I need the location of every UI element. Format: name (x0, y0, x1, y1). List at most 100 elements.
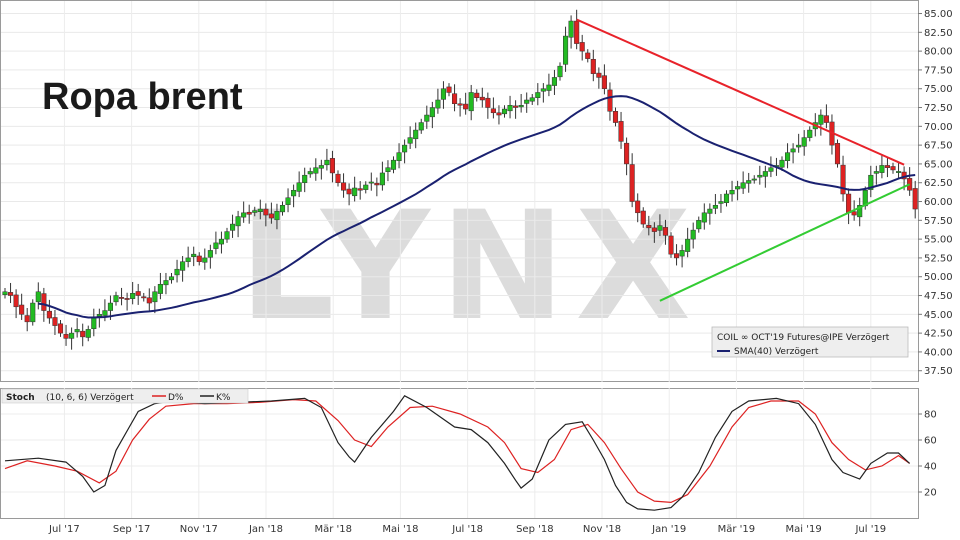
candle-up (285, 197, 291, 205)
x-tick-label: Jul '18 (451, 524, 483, 535)
candle-up (679, 250, 685, 257)
candle-down (135, 291, 141, 296)
candle-up (690, 229, 696, 240)
candle-down (119, 297, 125, 299)
candle-up (718, 201, 724, 204)
candle-down (646, 225, 652, 229)
price-panel-frame (0, 0, 919, 382)
candle-down (263, 208, 269, 216)
candle-up (35, 291, 41, 303)
x-tick-label: Nov '17 (180, 524, 218, 535)
candle-down (662, 227, 669, 236)
candle-up (563, 35, 569, 65)
candle-up (107, 302, 114, 311)
candle-down (374, 182, 380, 186)
candle-up (424, 114, 430, 122)
candle-up (540, 88, 546, 92)
candle-down (629, 164, 635, 202)
candle-down (463, 103, 469, 110)
candle-down (268, 213, 274, 219)
candle-up (157, 283, 163, 294)
candle-up (163, 280, 169, 286)
candle-down (668, 235, 674, 255)
candle-up (418, 122, 424, 131)
candle-up (518, 105, 524, 108)
candle-up (85, 329, 91, 338)
candle-down (513, 105, 519, 108)
candle-up (413, 129, 419, 140)
candle-up (529, 97, 535, 102)
candle-down (607, 89, 613, 112)
candle-down (246, 211, 252, 215)
candle-up (735, 186, 741, 190)
candle-down (474, 92, 480, 98)
candle-down (612, 111, 619, 123)
candle-up (685, 238, 691, 252)
price-y-tick-label: 72.50 (924, 103, 953, 114)
candle-down (346, 188, 352, 195)
candle-down (834, 143, 841, 165)
x-tick-label: Jan '18 (248, 524, 283, 535)
trend-line-resistance (576, 18, 905, 166)
candle-down (890, 166, 896, 171)
stoch-legend-box (1, 388, 249, 404)
candle-down (912, 188, 918, 210)
sma-line (38, 95, 916, 319)
candle-down (357, 188, 363, 191)
candle-up (785, 152, 791, 162)
candle-up (368, 181, 374, 184)
candle-down (846, 193, 852, 214)
candle-up (241, 212, 247, 218)
x-tick-label: Jul '17 (48, 524, 80, 535)
candle-up (740, 182, 746, 189)
candle-up (568, 20, 574, 38)
stoch-y-tick-label: 20 (924, 488, 937, 499)
x-tick-label: Nov '18 (583, 524, 621, 535)
price-y-tick-label: 65.00 (924, 159, 953, 170)
candle-up (746, 180, 752, 184)
x-tick-label: Mär '19 (718, 524, 756, 535)
stoch-y-tick-label: 80 (924, 410, 937, 421)
candle-up (96, 314, 102, 317)
candle-up (207, 250, 213, 258)
price-y-tick-label: 40.00 (924, 347, 953, 358)
candle-up (213, 242, 219, 249)
candle-up (768, 167, 774, 172)
candle-up (751, 178, 757, 181)
price-y-tick-label: 55.00 (924, 235, 953, 246)
stoch-k-label: K% (216, 393, 231, 403)
candle-down (196, 255, 202, 262)
candle-down (13, 294, 19, 308)
x-tick-label: Sep '18 (516, 524, 554, 535)
candle-up (790, 148, 796, 153)
candle-down (640, 210, 646, 225)
candle-up (468, 92, 474, 112)
stochastic-panel: Jul '17 Sep '17 Nov '17 Jan '18 Mär '18 Mai '… (0, 388, 937, 535)
candle-up (218, 238, 224, 245)
price-y-tick-label: 70.00 (924, 122, 953, 133)
candle-down (457, 103, 463, 106)
candle-up (307, 171, 313, 175)
candle-down (46, 310, 52, 319)
candle-up (879, 165, 885, 173)
candle-down (624, 142, 630, 165)
x-tick-label: Mär '18 (314, 524, 352, 535)
price-y-tick-label: 60.00 (924, 197, 953, 208)
candle-up (174, 268, 180, 276)
candle-up (757, 174, 763, 178)
candle-down (585, 52, 591, 59)
candle-up (551, 77, 558, 86)
candle-down (490, 108, 496, 114)
price-y-tick-label: 45.00 (924, 310, 953, 321)
chart-title: Ropa brent (42, 76, 243, 118)
trend-line-support (659, 183, 911, 302)
price-y-tick-label: 50.00 (924, 272, 953, 283)
candle-up (69, 332, 75, 339)
candle-up (524, 99, 530, 104)
price-y-tick-label: 82.50 (924, 28, 953, 39)
candle-down (8, 292, 14, 296)
candle-up (857, 205, 863, 218)
candle-down (446, 86, 452, 93)
candle-down (596, 72, 602, 78)
